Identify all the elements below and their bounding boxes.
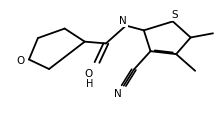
- Text: S: S: [171, 10, 178, 20]
- Text: O: O: [17, 56, 25, 66]
- Text: N: N: [120, 16, 127, 26]
- Text: N: N: [114, 89, 122, 99]
- Text: H: H: [85, 79, 93, 89]
- Text: O: O: [84, 69, 92, 79]
